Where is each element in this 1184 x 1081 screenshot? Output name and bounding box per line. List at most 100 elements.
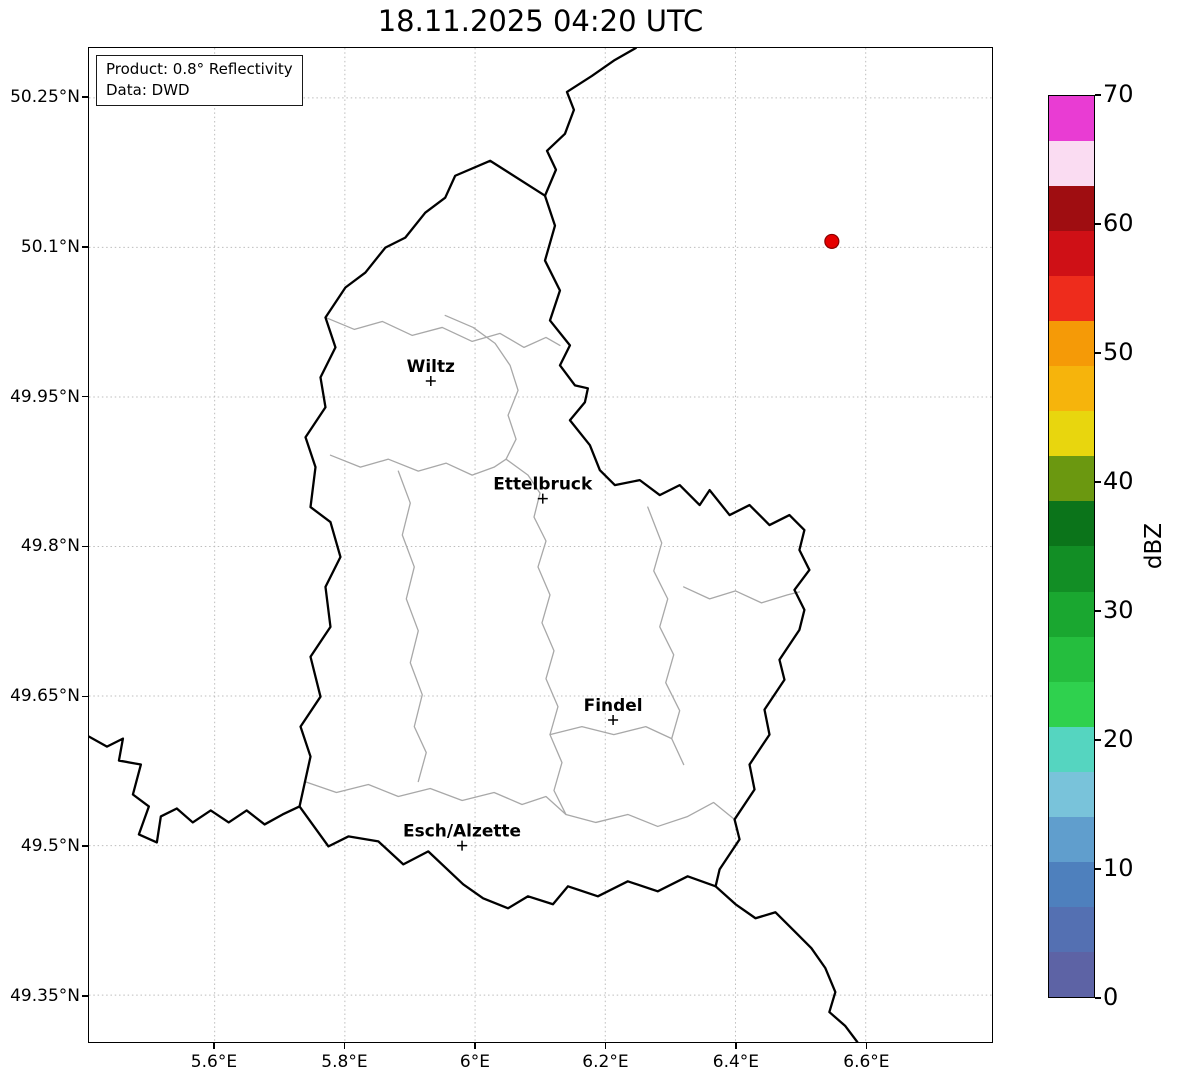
colorbar-segment bbox=[1049, 276, 1094, 322]
canton-line bbox=[505, 458, 567, 816]
y-tick-label: 49.35°N bbox=[10, 986, 80, 1007]
info-product: Product: 0.8° Reflectivity bbox=[106, 60, 293, 78]
city-label: Findel bbox=[584, 695, 643, 715]
canton-line bbox=[683, 586, 801, 604]
colorbar-segment bbox=[1049, 321, 1094, 367]
canton-line bbox=[329, 454, 507, 476]
canton-line bbox=[549, 725, 673, 740]
y-tick-mark bbox=[82, 845, 88, 847]
colorbar-segment bbox=[1049, 96, 1094, 142]
colorbar-segment bbox=[1049, 186, 1094, 232]
colorbar-tick-mark bbox=[1095, 997, 1101, 999]
y-tick-mark bbox=[82, 96, 88, 98]
city-plus-icon bbox=[457, 840, 468, 851]
colorbar-segment bbox=[1049, 816, 1094, 862]
city-plus-icon bbox=[537, 493, 548, 504]
germany-france-border bbox=[714, 885, 859, 1042]
colorbar-tick-label: 50 bbox=[1103, 338, 1134, 366]
colorbar-tick-label: 60 bbox=[1103, 209, 1134, 237]
colorbar-tick-label: 0 bbox=[1103, 983, 1119, 1011]
x-tick-mark bbox=[735, 1043, 737, 1049]
colorbar-tick-label: 70 bbox=[1103, 80, 1134, 108]
colorbar-segment bbox=[1049, 411, 1094, 457]
colorbar bbox=[1048, 95, 1095, 998]
city-plus-icon bbox=[608, 714, 619, 725]
x-tick-label: 5.8°E bbox=[321, 1052, 368, 1072]
gridlines bbox=[89, 48, 992, 1042]
colorbar-label: dBZ bbox=[1141, 522, 1167, 570]
x-tick-mark bbox=[474, 1043, 476, 1049]
y-tick-label: 49.95°N bbox=[10, 386, 80, 407]
colorbar-tick-label: 10 bbox=[1103, 854, 1134, 882]
x-tick-label: 6.2°E bbox=[582, 1052, 629, 1072]
city-marker: Wiltz bbox=[407, 356, 455, 386]
x-tick-label: 6°E bbox=[459, 1052, 490, 1072]
x-tick-mark bbox=[213, 1043, 215, 1049]
y-tick-label: 49.65°N bbox=[10, 686, 80, 707]
colorbar-tick-mark bbox=[1095, 94, 1101, 96]
colorbar-segment bbox=[1049, 726, 1094, 772]
x-tick-mark bbox=[343, 1043, 346, 1049]
belgium-france-border bbox=[89, 735, 301, 844]
map-plot-area: Wiltz Ettelbruck Findel Esch/Alzette Produc… bbox=[88, 47, 993, 1043]
country-borders bbox=[89, 48, 859, 1042]
city-label: Ettelbruck bbox=[493, 474, 593, 494]
info-source: Data: DWD bbox=[106, 81, 190, 99]
colorbar-segment bbox=[1049, 771, 1094, 817]
y-tick-label: 50.1°N bbox=[20, 236, 80, 257]
x-tick-label: 5.6°E bbox=[190, 1052, 238, 1072]
radar-site-layer bbox=[824, 233, 840, 250]
city-plus-icon bbox=[425, 376, 436, 386]
y-tick-mark bbox=[82, 995, 88, 997]
x-tick-label: 6.6°E bbox=[843, 1052, 890, 1072]
luxembourg-border bbox=[298, 159, 811, 910]
y-tick-label: 49.5°N bbox=[20, 836, 80, 857]
colorbar-segment bbox=[1049, 681, 1094, 727]
colorbar-segment bbox=[1049, 366, 1094, 412]
belgium-germany-border bbox=[543, 48, 637, 197]
colorbar-segment bbox=[1049, 456, 1094, 502]
canton-line bbox=[444, 314, 519, 460]
colorbar-tick-mark bbox=[1095, 481, 1101, 483]
colorbar-segment bbox=[1049, 141, 1094, 187]
colorbar-tick-mark bbox=[1095, 610, 1101, 612]
plot-title: 18.11.2025 04:20 UTC bbox=[377, 4, 704, 38]
colorbar-segment bbox=[1049, 546, 1094, 592]
canton-line bbox=[303, 780, 736, 828]
colorbar-tick-mark bbox=[1095, 868, 1101, 870]
y-tick-mark bbox=[82, 695, 88, 698]
y-tick-label: 49.8°N bbox=[20, 536, 80, 557]
city-label: Wiltz bbox=[407, 356, 455, 376]
colorbar-segment bbox=[1049, 951, 1094, 997]
colorbar-segment bbox=[1049, 906, 1094, 952]
radar-site-dot bbox=[824, 233, 840, 250]
colorbar-segment bbox=[1049, 231, 1094, 277]
colorbar-tick-label: 40 bbox=[1103, 467, 1134, 495]
colorbar-segment bbox=[1049, 501, 1094, 547]
y-tick-mark bbox=[82, 246, 88, 248]
colorbar-tick-label: 20 bbox=[1103, 725, 1134, 753]
x-tick-mark bbox=[865, 1043, 868, 1049]
colorbar-tick-label: 30 bbox=[1103, 596, 1134, 624]
city-markers: Wiltz Ettelbruck Findel Esch/Alzette bbox=[403, 356, 643, 851]
y-tick-mark bbox=[82, 395, 88, 398]
x-tick-label: 6.4°E bbox=[712, 1052, 760, 1072]
canton-line bbox=[324, 316, 561, 349]
canton-line bbox=[647, 506, 685, 766]
colorbar-segment bbox=[1049, 591, 1094, 637]
canton-line bbox=[397, 470, 427, 783]
city-marker: Esch/Alzette bbox=[403, 821, 521, 851]
y-tick-mark bbox=[82, 545, 88, 548]
x-tick-mark bbox=[604, 1043, 607, 1049]
map-svg: Wiltz Ettelbruck Findel Esch/Alzette bbox=[89, 48, 992, 1042]
info-box: Product: 0.8° Reflectivity Data: DWD bbox=[96, 55, 303, 106]
colorbar-segment bbox=[1049, 861, 1094, 907]
city-marker: Ettelbruck bbox=[493, 474, 593, 504]
city-label: Esch/Alzette bbox=[403, 821, 521, 841]
y-tick-label: 50.25°N bbox=[10, 86, 80, 107]
canton-boundaries bbox=[303, 314, 801, 828]
colorbar-tick-mark bbox=[1095, 352, 1101, 354]
colorbar-tick-mark bbox=[1095, 739, 1101, 741]
colorbar-tick-mark bbox=[1095, 223, 1101, 225]
